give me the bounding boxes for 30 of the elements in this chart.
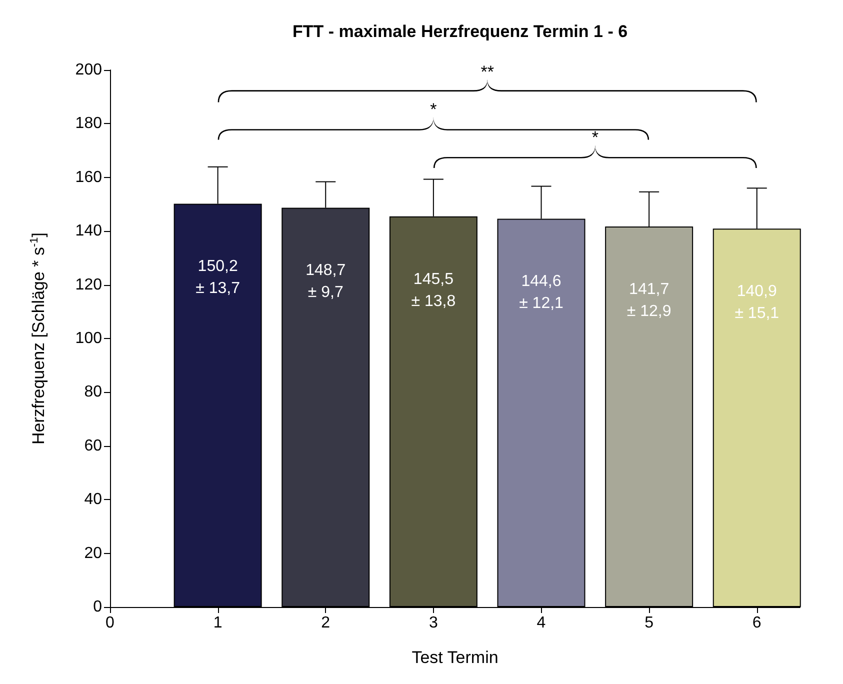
y-tick-label: 100	[75, 330, 102, 347]
chart-title: FTT - maximale Herzfrequenz Termin 1 - 6	[292, 22, 628, 41]
x-tick-label: 1	[213, 614, 222, 632]
x-tick-label: 0	[106, 614, 115, 632]
y-tick-label: 80	[84, 384, 102, 401]
x-tick-label: 3	[428, 614, 438, 632]
data-label: 141,7 ± 12,9	[626, 281, 672, 320]
y-axis-title: Herzfrequenz [Schläge * s-1]	[28, 232, 48, 444]
data-label: 145,5 ± 13,8	[411, 270, 456, 310]
y-tick-label: 0	[93, 598, 102, 616]
annotation: *	[592, 128, 599, 148]
data-label: 150,2 ± 13,7	[196, 258, 240, 298]
data-label: 148,7 ± 9,7	[306, 262, 346, 302]
y-tick-label: 140	[75, 222, 102, 240]
y-tick-label: 160	[75, 168, 102, 186]
y-tick-label: 180	[75, 115, 102, 132]
annotation: *	[430, 100, 438, 119]
y-tick-label: 200	[75, 62, 102, 78]
y-tick-label: 60	[84, 437, 102, 454]
y-tick-label: 40	[84, 491, 102, 508]
annotation: **	[480, 62, 494, 82]
data-label: 140,9 ± 15,1	[734, 283, 780, 322]
data-label: 144,6 ± 12,1	[519, 273, 564, 312]
x-tick-label: 5	[644, 614, 654, 632]
x-tick-label: 6	[752, 614, 762, 632]
y-tick-label: 120	[75, 276, 102, 294]
y-tick-label: 20	[84, 544, 102, 562]
x-tick-label: 2	[321, 614, 330, 632]
x-axis-title: Test Termin	[412, 648, 498, 667]
x-tick-label: 4	[536, 614, 546, 632]
